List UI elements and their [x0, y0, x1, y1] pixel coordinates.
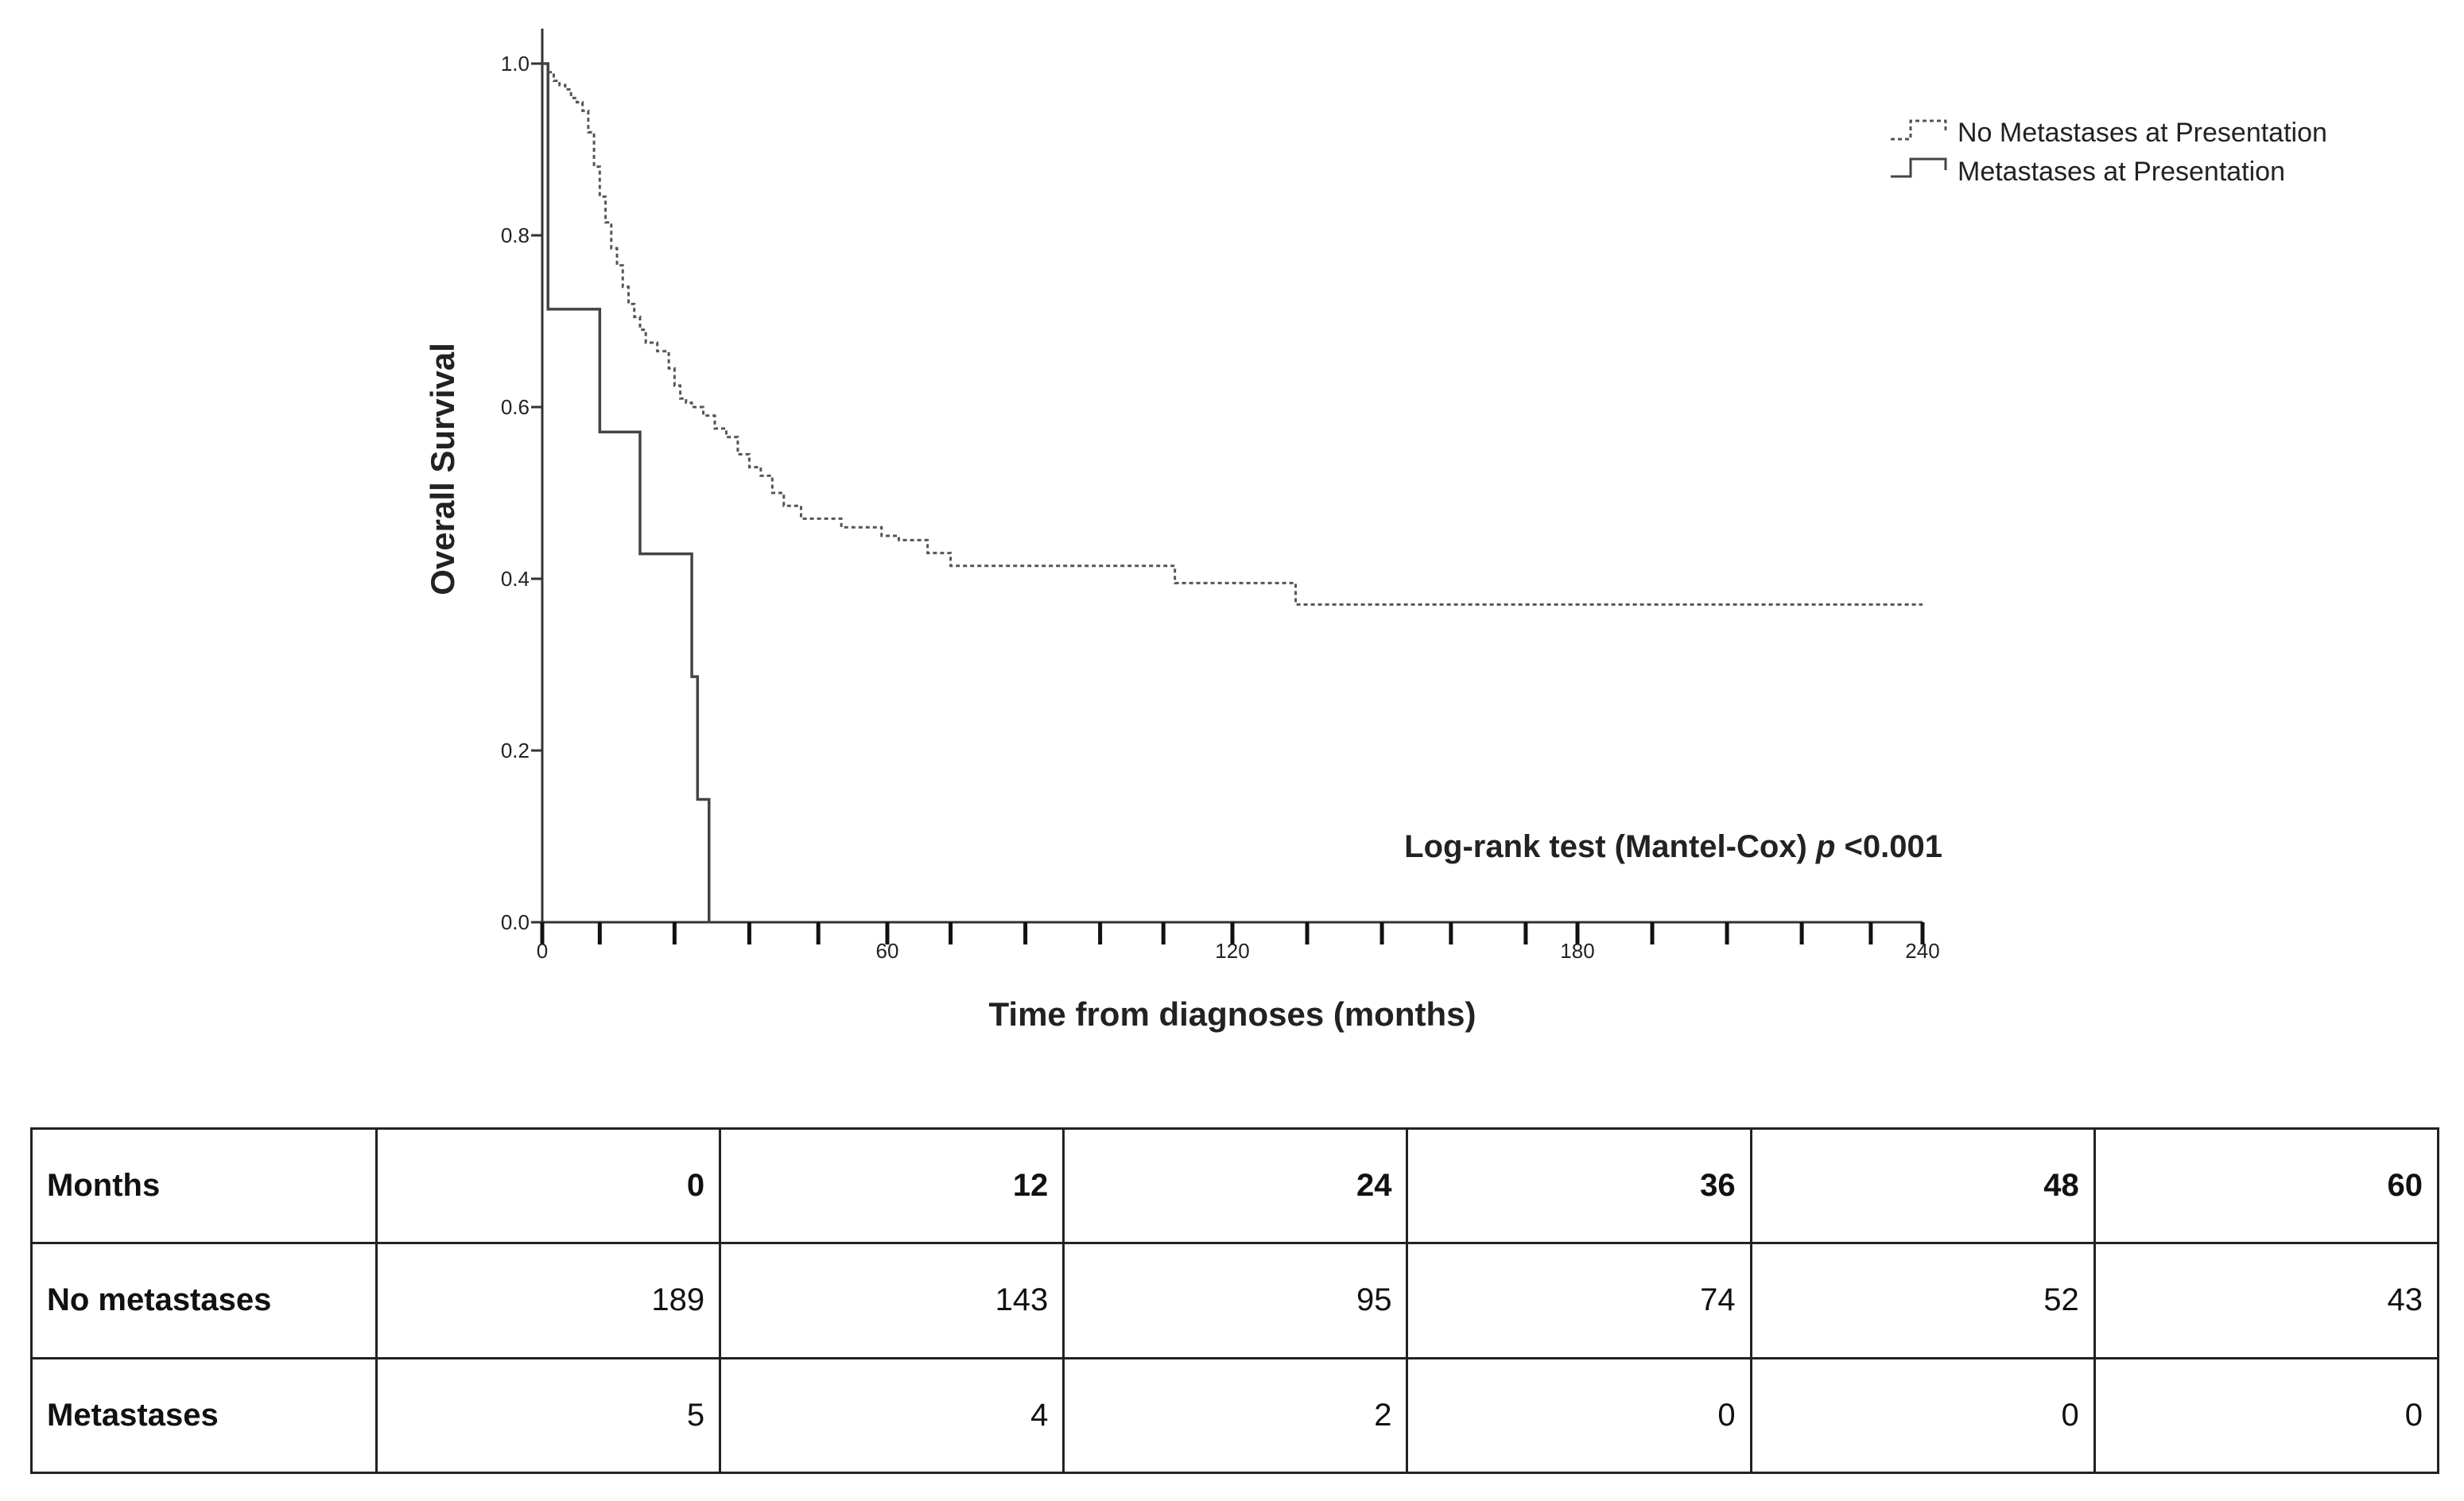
legend: No Metastases at Presentation Metastases…: [1891, 118, 2327, 187]
risk-table-cell: 2: [1062, 1356, 1409, 1475]
legend-label-no-metastases: No Metastases at Presentation: [1958, 118, 2327, 148]
risk-table-header-cell: 12: [719, 1127, 1065, 1245]
legend-label-metastases: Metastases at Presentation: [1958, 157, 2285, 187]
risk-table-cell: 189: [374, 1242, 722, 1359]
km-chart: 0.0 0.2 0.4 0.6 0.8 1.0 0 60 120 180 240 Time fro…: [424, 29, 2327, 1033]
logrank-annotation: Log-rank test (Mantel-Cox) p <0.001: [1404, 829, 1942, 864]
x-ticks: 0 60 120 180 240: [537, 922, 1940, 963]
logrank-p-symbol: p: [1815, 829, 1835, 864]
logrank-label: Log-rank test (Mantel-Cox): [1404, 829, 1807, 864]
logrank-p-value: <0.001: [1845, 829, 1942, 864]
y-tick-label: 1.0: [501, 52, 530, 76]
risk-table-row-label: Metastases: [30, 1356, 378, 1475]
risk-table-cell: 0: [2093, 1356, 2440, 1475]
y-tick-label: 0.2: [501, 739, 530, 762]
x-tick-label: 120: [1215, 939, 1249, 963]
risk-table-cell: 0: [1749, 1356, 2096, 1475]
risk-table-cell: 52: [1749, 1242, 2096, 1359]
risk-table-cell: 43: [2093, 1242, 2440, 1359]
survival-curve-metastases: [542, 62, 711, 922]
risk-table-row-label: No metastases: [30, 1242, 378, 1359]
x-axis-title: Time from diagnoses (months): [989, 995, 1476, 1033]
risk-table-header-label: Months: [30, 1127, 378, 1245]
x-tick-label: 180: [1560, 939, 1594, 963]
y-axis-title: Overall Survival: [424, 343, 461, 595]
legend-swatch-metastases: [1891, 157, 1947, 178]
risk-table-header-cell: 60: [2093, 1127, 2440, 1245]
x-minor-ticks: [597, 922, 1873, 944]
risk-table-cell: 143: [719, 1242, 1065, 1359]
risk-table-header-row: Months 0 12 24 36 48 60: [30, 1127, 2440, 1245]
risk-table-row-no-metastases: No metastases 189 143 95 74 52 43: [30, 1242, 2440, 1359]
risk-table-cell: 95: [1062, 1242, 1409, 1359]
risk-table-cell: 5: [374, 1356, 722, 1475]
y-tick-label: 0.8: [501, 223, 530, 247]
x-tick-label: 0: [537, 939, 548, 963]
y-ticks: 0.0 0.2 0.4 0.6 0.8 1.0: [501, 52, 542, 934]
y-tick-label: 0.4: [501, 567, 530, 591]
risk-table: Months 0 12 24 36 48 60 No metastases 18…: [30, 1127, 2440, 1475]
risk-table-cell: 74: [1406, 1242, 1752, 1359]
series-lines: [542, 62, 1923, 922]
risk-table-row-metastases: Metastases 5 4 2 0 0 0: [30, 1356, 2440, 1475]
x-tick-label: 60: [876, 939, 899, 963]
risk-table-cell: 4: [719, 1356, 1065, 1475]
risk-table-header-cell: 48: [1749, 1127, 2096, 1245]
risk-table-header-cell: 36: [1406, 1127, 1752, 1245]
y-tick-label: 0.6: [501, 395, 530, 419]
survival-curve-no-metastases: [542, 62, 1923, 606]
risk-table-cell: 0: [1406, 1356, 1752, 1475]
legend-swatch-no-metastases: [1891, 119, 1947, 141]
y-tick-label: 0.0: [501, 910, 530, 934]
risk-table-header-cell: 24: [1062, 1127, 1409, 1245]
risk-table-header-cell: 0: [374, 1127, 722, 1245]
x-tick-label: 240: [1905, 939, 1939, 963]
